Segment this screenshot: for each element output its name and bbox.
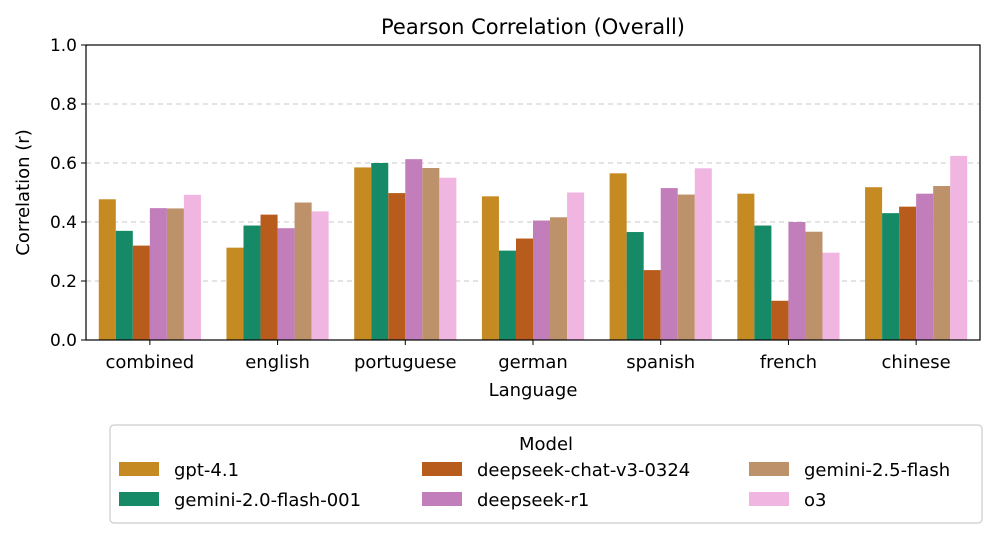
- legend-label: deepseek-r1: [477, 490, 589, 511]
- legend-swatch: [422, 462, 462, 476]
- legend-label: gemini-2.0-flash-001: [174, 490, 361, 511]
- bar-french-gpt-4.1: [737, 193, 755, 340]
- bar-portuguese-gemini-2.0-flash-001: [371, 163, 389, 340]
- bar-spanish-deepseek-chat-v3-0324: [643, 270, 661, 340]
- x-tick-label: portuguese: [354, 352, 457, 373]
- bar-english-gpt-4.1: [226, 247, 244, 340]
- bar-portuguese-deepseek-r1: [405, 159, 423, 340]
- y-tick-label: 0.4: [50, 213, 77, 233]
- legend-label: deepseek-chat-v3-0324: [477, 460, 690, 481]
- bar-portuguese-gemini-2.5-flash: [422, 168, 440, 340]
- y-tick-label: 0.0: [50, 331, 77, 351]
- bar-english-deepseek-chat-v3-0324: [260, 214, 278, 340]
- bar-german-deepseek-r1: [533, 220, 551, 340]
- bar-combined-deepseek-chat-v3-0324: [132, 245, 150, 340]
- bar-french-deepseek-r1: [788, 222, 806, 340]
- bar-chinese-o3: [950, 155, 968, 340]
- bar-german-deepseek-chat-v3-0324: [515, 238, 533, 340]
- legend-title: Model: [519, 434, 573, 455]
- bar-portuguese-o3: [439, 177, 457, 340]
- legend-swatch: [749, 462, 789, 476]
- bar-portuguese-gpt-4.1: [354, 167, 372, 340]
- bar-spanish-o3: [694, 168, 712, 340]
- bar-french-deepseek-chat-v3-0324: [771, 300, 789, 340]
- y-axis-label: Correlation (r): [13, 129, 34, 255]
- legend-label: gpt-4.1: [174, 460, 239, 481]
- legend: Model gpt-4.1 gemini-2.0-flash-001 deepsee…: [109, 424, 983, 524]
- bar-english-gemini-2.0-flash-001: [243, 225, 261, 340]
- bar-chinese-gpt-4.1: [865, 187, 883, 340]
- bar-chinese-deepseek-r1: [916, 193, 934, 340]
- bar-spanish-gemini-2.5-flash: [677, 194, 695, 340]
- legend-label: gemini-2.5-flash: [804, 460, 950, 481]
- legend-swatch: [422, 492, 462, 506]
- bar-german-gemini-2.5-flash: [550, 217, 568, 340]
- x-tick-label: french: [760, 352, 817, 373]
- bar-combined-deepseek-r1: [149, 208, 167, 340]
- bar-portuguese-deepseek-chat-v3-0324: [388, 193, 406, 340]
- y-tick-label: 0.8: [50, 95, 77, 115]
- bar-english-gemini-2.5-flash: [294, 202, 312, 340]
- bar-english-deepseek-r1: [277, 228, 295, 340]
- bar-combined-gpt-4.1: [98, 199, 116, 340]
- bar-french-gemini-2.5-flash: [805, 231, 823, 340]
- x-tick-label: german: [498, 352, 568, 373]
- bar-spanish-gpt-4.1: [609, 173, 627, 340]
- bars: [98, 155, 968, 340]
- bar-french-gemini-2.0-flash-001: [754, 225, 772, 340]
- bar-combined-gemini-2.0-flash-001: [115, 230, 133, 340]
- bar-german-o3: [567, 192, 585, 340]
- bar-spanish-gemini-2.0-flash-001: [626, 232, 644, 340]
- bar-combined-gemini-2.5-flash: [166, 208, 184, 340]
- y-tick-label: 0.6: [50, 154, 77, 174]
- y-tick-label: 0.2: [50, 272, 77, 292]
- x-tick-label: english: [245, 352, 310, 373]
- chart-title: Pearson Correlation (Overall): [381, 15, 685, 39]
- bar-combined-o3: [183, 194, 201, 340]
- bar-spanish-deepseek-r1: [660, 188, 678, 340]
- x-tick-label: spanish: [626, 352, 695, 373]
- x-tick-label: chinese: [882, 352, 951, 373]
- legend-swatch: [119, 492, 159, 506]
- y-axis: 0.0 0.2 0.4 0.6 0.8 1.0: [50, 36, 86, 351]
- bar-chinese-gemini-2.0-flash-001: [882, 213, 900, 340]
- legend-label: o3: [804, 490, 826, 511]
- bar-chinese-deepseek-chat-v3-0324: [899, 206, 917, 340]
- bar-english-o3: [311, 211, 329, 340]
- legend-swatch: [749, 492, 789, 506]
- y-tick-label: 1.0: [50, 36, 77, 56]
- bar-german-gpt-4.1: [481, 196, 499, 340]
- bar-french-o3: [822, 252, 840, 340]
- x-axis-label: Language: [489, 380, 578, 401]
- legend-swatch: [119, 462, 159, 476]
- bar-german-gemini-2.0-flash-001: [498, 250, 516, 340]
- x-axis: combined english portuguese german spanish fr…: [105, 340, 951, 373]
- x-tick-label: combined: [105, 352, 194, 373]
- bar-chinese-gemini-2.5-flash: [933, 186, 951, 340]
